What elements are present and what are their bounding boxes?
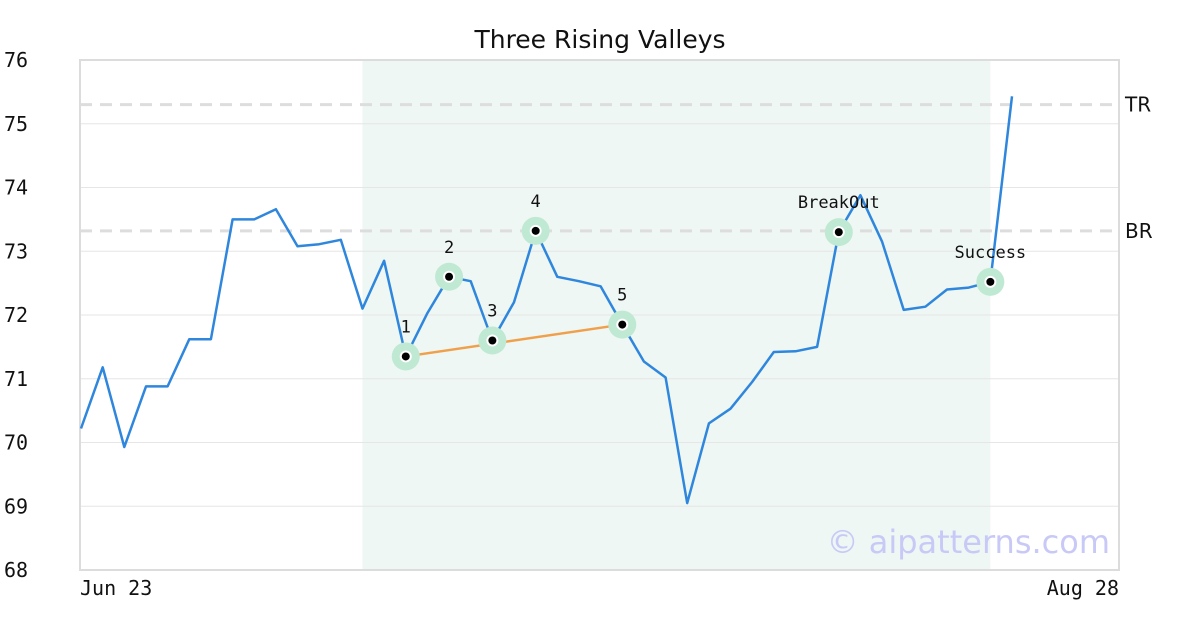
- y-tick-label: 69: [4, 494, 28, 518]
- point-marker-1: [401, 352, 410, 361]
- point-label-4: 4: [531, 192, 541, 212]
- valley-trend-line: [405, 323, 623, 358]
- x-tick-label: Jun 23: [80, 576, 152, 600]
- point-label-3: 3: [487, 302, 497, 322]
- point-marker-breakout: [834, 228, 843, 237]
- y-tick-label: 73: [4, 239, 28, 263]
- point-marker-5: [618, 320, 627, 329]
- y-tick-label: 72: [4, 303, 28, 327]
- y-tick-label: 76: [4, 48, 28, 72]
- point-label-breakout: BreakOut: [798, 193, 880, 213]
- point-marker-4: [531, 226, 540, 235]
- point-label-1: 1: [401, 317, 411, 337]
- point-marker-3: [488, 336, 497, 345]
- plot-frame: [79, 59, 1120, 571]
- point-marker-success: [986, 277, 995, 286]
- chart-title: Three Rising Valleys: [473, 25, 725, 54]
- x-tick-label: Aug 28: [1047, 576, 1119, 600]
- reference-label-tr: TR: [1124, 93, 1151, 117]
- price-series-line: [79, 96, 1014, 505]
- point-label-2: 2: [444, 238, 454, 258]
- y-tick-label: 74: [4, 176, 28, 200]
- y-tick-label: 68: [4, 558, 28, 582]
- point-label-success: Success: [955, 243, 1027, 263]
- point-label-5: 5: [617, 286, 627, 306]
- watermark: © aipatterns.com: [827, 523, 1110, 561]
- reference-label-br: BR: [1125, 219, 1153, 243]
- y-tick-label: 75: [4, 112, 28, 136]
- point-marker-2: [445, 272, 454, 281]
- y-tick-label: 71: [4, 367, 28, 391]
- y-tick-label: 70: [4, 431, 28, 455]
